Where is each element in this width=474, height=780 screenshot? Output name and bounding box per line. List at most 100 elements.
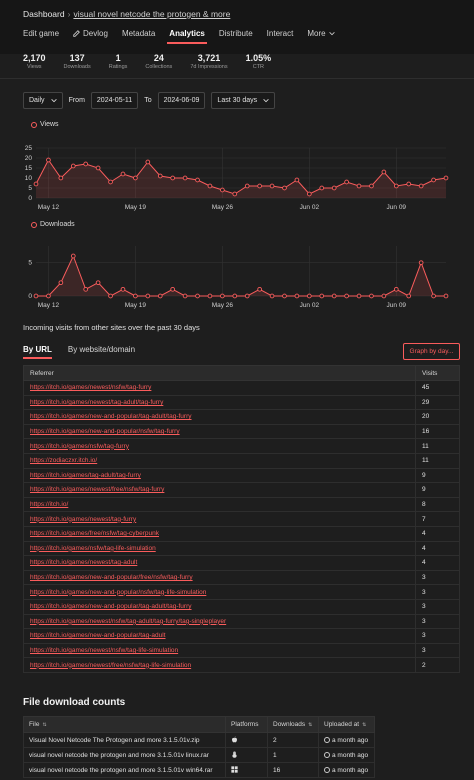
referrer-link[interactable]: https://itch.io/games/new-and-popular/ta…	[23, 628, 416, 644]
downloads-chart: 0 5 May 12 May 19 May 26 Jun 02 Jun 09	[28, 246, 449, 309]
views-area	[36, 160, 446, 198]
to-date-input[interactable]: 2024-06-09	[157, 92, 206, 109]
referrer-link[interactable]: https://itch.io/games/newest/tag-adult	[23, 555, 416, 571]
uploaded-time: a month ago	[332, 736, 369, 744]
tab-interact[interactable]: Interact	[260, 29, 301, 44]
downloads-data-point	[83, 286, 89, 292]
views-data-point	[331, 185, 337, 191]
views-legend[interactable]: Views	[31, 121, 59, 128]
views-x-tick-label: Jun 09	[387, 204, 407, 211]
uploaded-column-header[interactable]: Uploaded at ⇅	[318, 716, 375, 733]
downloads-column-header[interactable]: Downloads ⇅	[267, 716, 319, 733]
platform-cell	[225, 747, 268, 763]
breadcrumb-dashboard[interactable]: Dashboard	[23, 9, 65, 19]
referrer-link[interactable]: https://itch.io/games/nsfw/tag-life-simu…	[23, 541, 416, 557]
downloads-data-point	[406, 293, 412, 299]
tab-analytics[interactable]: Analytics	[162, 29, 212, 44]
tab-by-url[interactable]: By URL	[23, 345, 52, 359]
visits-column-header[interactable]: Visits	[415, 365, 460, 381]
downloads-data-point	[331, 293, 337, 299]
uploaded-time: a month ago	[332, 751, 369, 759]
views-data-point	[157, 173, 163, 179]
downloads-data-point	[356, 293, 362, 299]
sort-icon: ⇅	[362, 722, 367, 728]
referrer-link[interactable]: https://itch.io/	[23, 497, 416, 513]
referrer-link[interactable]: https://itch.io/games/new-and-popular/ns…	[23, 424, 416, 440]
tab-metadata[interactable]: Metadata	[115, 29, 162, 44]
range-select[interactable]: Last 30 days	[211, 92, 276, 109]
downloads-x-tick-label: Jun 09	[387, 302, 407, 309]
downloads-data-point	[220, 293, 225, 299]
referrer-link[interactable]: https://itch.io/games/tag-adult/tag-furr…	[23, 468, 416, 484]
views-y-tick-label: 15	[25, 165, 33, 172]
downloads-data-point	[58, 280, 64, 286]
referrer-link[interactable]: https://itch.io/games/newest/nsfw/tag-ad…	[23, 614, 416, 630]
referrer-link[interactable]: https://itch.io/games/newest/nsfw/tag-li…	[23, 643, 416, 659]
clock-icon	[324, 766, 330, 773]
views-x-tick-label: May 26	[212, 204, 234, 211]
downloads-data-point	[108, 293, 113, 299]
visit-count: 8	[415, 497, 460, 513]
file-column-header[interactable]: File ⇅	[23, 716, 226, 733]
referrer-link[interactable]: https://itch.io/games/free/nsfw/tag-cybe…	[23, 526, 416, 542]
tab-edit-game[interactable]: Edit game	[23, 29, 66, 44]
tab-by-domain[interactable]: By website/domain	[67, 345, 136, 354]
graph-by-day-button[interactable]: Graph by day...	[403, 343, 460, 360]
chevron-down-icon	[328, 32, 335, 36]
tab-devlog[interactable]: Devlog	[66, 29, 115, 44]
views-data-point	[33, 181, 39, 187]
referrer-link[interactable]: https://itch.io/games/newest/free/nsfw/t…	[23, 482, 416, 498]
referrer-link[interactable]: https://itch.io/games/newest/tag-adult/t…	[23, 395, 416, 411]
interval-value: Daily	[29, 97, 45, 104]
legend-label: Views	[40, 121, 59, 128]
referrer-link[interactable]: https://itch.io/games/new-and-popular/ta…	[23, 599, 416, 615]
views-x-tick-label: May 12	[38, 204, 60, 211]
stat-label: Downloads	[63, 64, 91, 70]
visit-count: 3	[415, 628, 460, 644]
referrer-link[interactable]: https://itch.io/games/new-and-popular/ns…	[23, 584, 416, 600]
legend-marker	[31, 121, 37, 128]
from-date-input[interactable]: 2024-05-11	[90, 92, 139, 109]
table-row: https://itch.io/games/new-and-popular/ns…	[23, 584, 460, 600]
downloads-data-point	[182, 293, 188, 299]
views-data-point	[70, 163, 76, 169]
tab-label: Metadata	[121, 29, 156, 38]
referrer-link[interactable]: https://zodiaczxr.itch.io/	[23, 453, 416, 469]
referrer-link[interactable]: https://itch.io/games/newest/free/nsfw/t…	[23, 657, 416, 673]
file-downloads-title: File download counts	[23, 697, 126, 708]
downloads-data-point	[418, 260, 424, 266]
views-data-point	[269, 183, 275, 189]
views-data-point	[356, 183, 362, 189]
incoming-visits-title: Incoming visits from other sites over th…	[23, 323, 200, 332]
visit-count: 3	[415, 614, 460, 630]
table-row: https://itch.io/8	[23, 497, 460, 513]
tab-more[interactable]: More	[300, 29, 341, 44]
game-tabs: Edit game Devlog Metadata Analytics Dist…	[23, 29, 342, 44]
sort-icon: ⇅	[308, 722, 313, 728]
top-header: Dashboard › visual novel netcode the proto…	[0, 0, 474, 70]
tab-label: Interact	[266, 29, 294, 38]
downloads-legend[interactable]: Downloads	[31, 221, 75, 228]
downloads-x-tick-label: Jun 02	[300, 302, 320, 309]
referrer-link[interactable]: https://itch.io/games/nsfw/tag-furry	[23, 438, 416, 454]
stat-label: Ratings	[108, 64, 128, 70]
breadcrumb-game-link[interactable]: visual novel netcode the protogen & more	[73, 9, 231, 19]
referrer-link[interactable]: https://itch.io/games/new-and-popular/ta…	[23, 409, 416, 425]
referrer-link[interactable]: https://itch.io/games/newest/nsfw/tag-fu…	[23, 380, 416, 396]
views-data-point	[306, 191, 312, 197]
referrer-link[interactable]: https://itch.io/games/newest/tag-furry	[23, 511, 416, 527]
interval-select[interactable]: Daily	[23, 92, 63, 109]
uploaded-cell: a month ago	[318, 762, 375, 778]
downloads-data-point	[133, 293, 138, 299]
visit-count: 2	[415, 657, 460, 673]
tab-label: Devlog	[83, 29, 108, 38]
tab-distribute[interactable]: Distribute	[212, 29, 260, 44]
stat-value: 137	[69, 53, 85, 63]
referrer-column-header[interactable]: Referrer	[23, 365, 416, 381]
referrer-link[interactable]: https://itch.io/games/new-and-popular/fr…	[23, 570, 416, 586]
breadcrumb: Dashboard › visual novel netcode the proto…	[23, 9, 230, 19]
to-date-value: 2024-06-09	[163, 97, 200, 104]
table-row: https://itch.io/games/new-and-popular/ta…	[23, 628, 460, 644]
clock-icon	[324, 736, 330, 743]
downloads-series-line	[36, 254, 446, 297]
